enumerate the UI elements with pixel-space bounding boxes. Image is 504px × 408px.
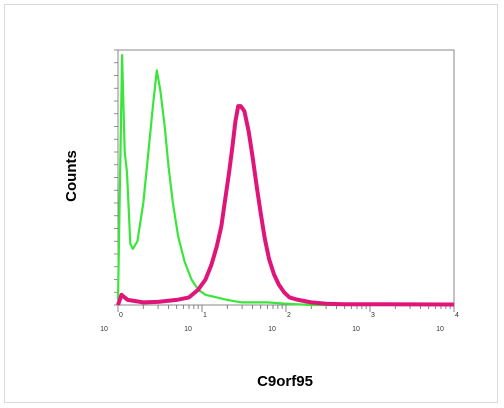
x-tick-label: 10	[184, 326, 192, 333]
histogram-series-1	[116, 54, 454, 307]
x-tick-exponent: 2	[287, 312, 291, 319]
y-axis-label: Counts	[63, 150, 80, 202]
plot-axes	[114, 49, 455, 312]
x-tick-label: 10	[100, 326, 108, 333]
x-tick-label: 10	[352, 326, 360, 333]
x-axis-label: C9orf95	[257, 373, 313, 390]
x-tick-label: 10	[268, 326, 276, 333]
x-tick-exponent: 1	[203, 312, 207, 319]
histogram-series-2	[116, 104, 455, 307]
x-tick-exponent: 4	[455, 312, 459, 319]
x-tick-exponent: 0	[119, 312, 123, 319]
plot-series	[116, 54, 455, 307]
plot-border	[117, 49, 455, 306]
x-tick-label: 10	[436, 326, 444, 333]
chart-frame	[4, 4, 498, 403]
x-tick-labels: 10 0 10 1 10 2 10 3 10 4	[100, 312, 459, 333]
x-tick-exponent: 3	[371, 312, 375, 319]
